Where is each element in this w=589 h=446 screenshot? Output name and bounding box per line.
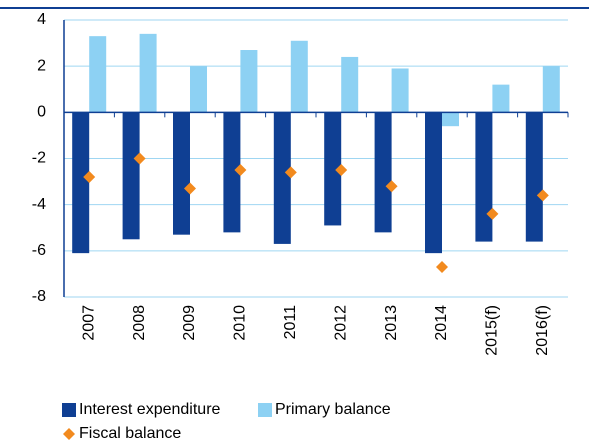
bar: [542, 66, 560, 113]
bar: [273, 112, 291, 244]
legend-label: Fiscal balance: [79, 425, 181, 442]
x-tick-label: 2012: [332, 305, 349, 341]
y-tick-label: 0: [37, 104, 46, 121]
legend-marker: [63, 428, 75, 440]
bar: [425, 112, 442, 254]
bar: [391, 68, 409, 113]
x-tick-label: 2009: [181, 305, 198, 341]
x-tick-label: 2010: [232, 305, 249, 341]
bar: [324, 112, 342, 226]
bar: [341, 56, 359, 113]
bar: [525, 112, 543, 242]
diamond-marker: [184, 182, 196, 195]
x-tick-label: 2013: [383, 305, 400, 341]
bar: [374, 112, 392, 233]
diamond-marker: [536, 189, 549, 202]
bar: [492, 84, 510, 113]
legend-label: Primary balance: [275, 401, 391, 418]
y-tick-label: -4: [32, 196, 46, 213]
diamond-marker: [133, 152, 146, 165]
y-tick-label: -6: [32, 242, 46, 259]
bar: [290, 40, 308, 113]
diamond-marker: [83, 170, 96, 183]
diamond-marker: [234, 164, 247, 177]
bar: [89, 36, 107, 113]
x-tick-label: 2014: [433, 305, 450, 341]
diamond-marker: [284, 166, 297, 179]
diamond-marker: [385, 180, 398, 193]
diamond-marker: [486, 207, 499, 220]
bar: [442, 112, 459, 127]
x-tick-label: 2008: [131, 305, 148, 341]
x-tick-label: 2015(f): [484, 305, 501, 356]
legend-swatch: [62, 403, 76, 417]
diamond-marker: [436, 260, 448, 273]
bar: [240, 50, 258, 113]
x-tick-label: 2011: [282, 305, 299, 340]
bar: [475, 112, 493, 242]
y-tick-label: 2: [37, 57, 46, 74]
bar: [223, 112, 241, 233]
bar: [173, 112, 190, 235]
bar: [139, 33, 157, 113]
y-tick-label: -2: [32, 150, 46, 167]
bar: [190, 66, 207, 113]
bar: [72, 112, 90, 254]
y-tick-label: 4: [37, 11, 46, 28]
legend-swatch: [258, 403, 272, 417]
legend-label: Interest expenditure: [79, 401, 221, 418]
x-tick-label: 2007: [80, 305, 97, 341]
y-tick-label: -8: [32, 288, 46, 305]
bar: [122, 112, 140, 240]
diamond-marker: [335, 164, 348, 177]
x-tick-label: 2016(f): [534, 305, 551, 356]
